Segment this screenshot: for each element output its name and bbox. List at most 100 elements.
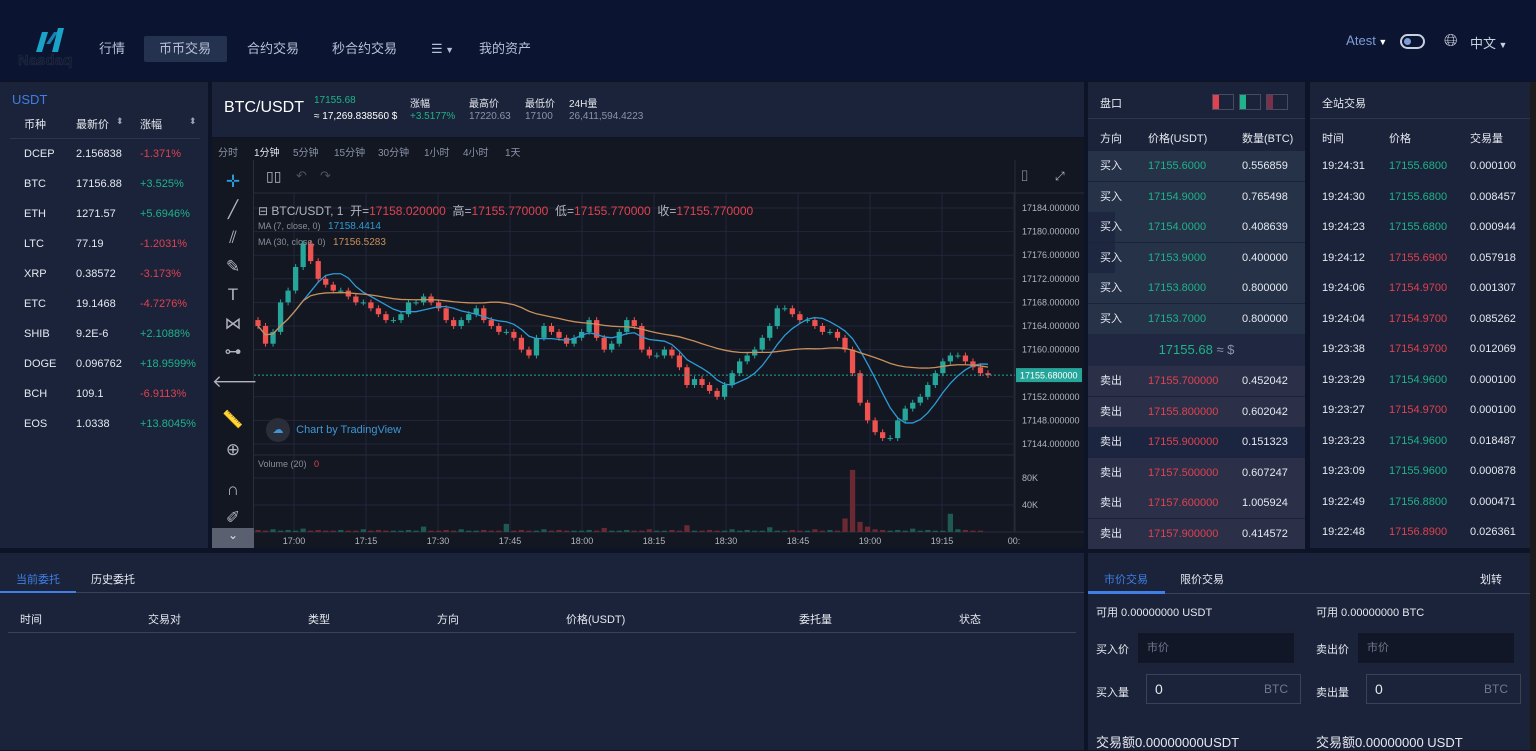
coin-name: LTC <box>24 238 44 250</box>
nav-my-assets[interactable]: 我的资产 <box>479 41 532 56</box>
buy-price-input[interactable]: 市价 <box>1138 633 1294 663</box>
sell-price-input[interactable]: 市价 <box>1358 633 1514 663</box>
bid-row[interactable]: 买入 17155.6000 0.556859 <box>1088 151 1305 181</box>
bid-row[interactable]: 买入 17154.0000 0.408639 <box>1088 212 1305 242</box>
ask-row[interactable]: 卖出 17155.900000 0.151323 <box>1088 427 1305 457</box>
coin-change: -1.371% <box>140 148 181 160</box>
volume-bar <box>849 469 856 532</box>
ask-row[interactable]: 卖出 17155.700000 0.452042 <box>1088 366 1305 396</box>
nav-second-contract[interactable]: 秒合约交易 <box>332 41 398 56</box>
ask-row[interactable]: 卖出 17157.900000 0.414572 <box>1088 518 1305 549</box>
view-asks-icon[interactable] <box>1266 94 1288 110</box>
change-value: +3.5177% <box>410 111 456 122</box>
sort-icon[interactable]: ⬍ <box>116 116 124 126</box>
tab-market-order[interactable]: 市价交易 <box>1104 574 1148 586</box>
price-chart[interactable]: 17184.000000 17180.000000 17176.000000 1717… <box>212 160 1084 548</box>
ask-row[interactable]: 卖出 17157.600000 1.005924 <box>1088 488 1305 518</box>
ask-row[interactable]: 卖出 17157.500000 0.607247 <box>1088 457 1305 488</box>
drawing-toolbar: ✛ ╱ ⫽ ✎ T ⋈ ⊶ 🡐 📏 ⊕ ∩ ✐ ⌄ <box>212 160 258 548</box>
col-last-price[interactable]: 最新价 <box>76 119 109 131</box>
logo[interactable]: Nasdaq <box>18 26 80 72</box>
market-row[interactable]: XRP 0.38572 -3.173% <box>0 259 208 289</box>
zoom-in-icon[interactable]: ⊕ <box>225 440 241 459</box>
theme-toggle[interactable] <box>1400 34 1425 49</box>
redo-icon[interactable]: ↷ <box>320 168 331 183</box>
sort-icon[interactable]: ⬍ <box>189 116 197 126</box>
volume-bar <box>481 529 487 532</box>
volume-bar <box>262 530 269 532</box>
camera-icon[interactable]: ⌷ <box>1020 168 1030 185</box>
brush-icon[interactable]: ✎ <box>225 257 241 276</box>
bid-row[interactable]: 买入 17154.9000 0.765498 <box>1088 181 1305 212</box>
trade-time: 19:22:48 <box>1322 526 1365 538</box>
volume-bar <box>548 530 555 532</box>
tradingview-watermark[interactable]: ☁ Chart by TradingView <box>266 418 401 442</box>
market-row[interactable]: BCH 109.1 -6.9113% <box>0 379 208 409</box>
timeframe-option[interactable]: 15分钟 <box>334 148 366 159</box>
timeframe-option[interactable]: 1天 <box>505 148 521 159</box>
timeframe-option[interactable]: 1分钟 <box>254 148 280 159</box>
candle <box>669 349 675 356</box>
timeframe-option[interactable]: 4小时 <box>463 148 489 159</box>
market-row[interactable]: BTC 17156.88 +3.525% <box>0 169 208 199</box>
nav-spot-trading[interactable]: 币币交易 <box>144 36 227 62</box>
sell-qty-input[interactable]: 0 BTC <box>1366 674 1521 704</box>
market-row[interactable]: DOGE 0.096762 +18.9599% <box>0 349 208 379</box>
fib-icon[interactable]: ⫽ <box>229 228 237 247</box>
ruler-icon[interactable]: 📏 <box>222 410 244 429</box>
quote-currency-tab[interactable]: USDT <box>12 92 48 107</box>
candle-type-icon[interactable]: ▯▯ <box>266 168 282 184</box>
price: 17157.500000 <box>1148 466 1219 479</box>
market-row[interactable]: DCEP 2.156838 -1.371% <box>0 139 208 169</box>
lock-draw-icon[interactable]: ✐ <box>225 508 241 527</box>
usd-price: ≈ 17,269.838560 $ <box>314 111 398 122</box>
market-row[interactable]: SHIB 9.2E-6 +2.1088% <box>0 319 208 349</box>
globe-icon[interactable]: 🌐︎ <box>1444 31 1458 50</box>
candle <box>601 337 607 350</box>
chevron-down-icon[interactable]: ⌄ <box>212 528 254 548</box>
pattern-icon[interactable]: ⋈ <box>224 314 242 333</box>
language-select[interactable]: 中文 ▼ <box>1470 33 1507 52</box>
candle <box>503 331 509 333</box>
market-row[interactable]: EOS 1.0338 +13.8045% <box>0 409 208 439</box>
timeframe-option[interactable]: 5分钟 <box>293 148 319 159</box>
measure-icon[interactable]: ⊶ <box>224 342 242 361</box>
timeframe-option[interactable]: 分时 <box>218 148 238 159</box>
col-change[interactable]: 涨幅 <box>140 119 162 131</box>
bid-row[interactable]: 买入 17153.8000 0.800000 <box>1088 273 1305 303</box>
fullscreen-icon[interactable]: ⤢ <box>1055 169 1065 183</box>
crosshair-icon[interactable]: ✛ <box>225 172 241 191</box>
tab-limit-order[interactable]: 限价交易 <box>1180 574 1224 586</box>
scrollbar[interactable] <box>1530 82 1536 750</box>
trade-time: 19:24:04 <box>1322 312 1365 325</box>
bid-row[interactable]: 买入 17153.7000 0.800000 <box>1088 303 1305 334</box>
back-arrow-icon[interactable]: 🡐 <box>212 372 258 391</box>
nav-market[interactable]: 行情 <box>99 41 126 56</box>
text-icon[interactable]: T <box>227 285 239 304</box>
user-menu[interactable]: 𝖠test ▼ <box>1346 33 1387 49</box>
undo-icon[interactable]: ↶ <box>296 168 307 183</box>
timeframe-option[interactable]: 30分钟 <box>378 148 410 159</box>
market-row[interactable]: ETH 1271.57 +5.6946% <box>0 199 208 229</box>
buy-qty-input[interactable]: 0 BTC <box>1146 674 1301 704</box>
view-both-icon[interactable] <box>1212 94 1234 110</box>
collapse-icon[interactable]: ⊟ <box>258 204 269 218</box>
market-row[interactable]: LTC 77.19 -1.2031% <box>0 229 208 259</box>
nav-contract-trading[interactable]: 合约交易 <box>247 41 300 56</box>
low-value: 17100 <box>525 111 553 122</box>
col-type: 类型 <box>308 614 330 626</box>
tab-history-orders[interactable]: 历史委托 <box>91 574 135 586</box>
market-row[interactable]: ETC 19.1468 -4.7276% <box>0 289 208 319</box>
trend-line-icon[interactable]: ╱ <box>227 200 239 219</box>
user-icon: 𝖠 <box>1346 33 1355 48</box>
orderbook: 盘口 方向 价格(USDT) 数量(BTC) 买入 17155.6000 0.556… <box>1088 82 1305 549</box>
view-bids-icon[interactable] <box>1239 94 1261 110</box>
nav-more-menu[interactable]: ☰ ▼ <box>416 36 469 62</box>
tab-current-orders[interactable]: 当前委托 <box>16 574 60 586</box>
ask-row[interactable]: 卖出 17155.800000 0.602042 <box>1088 396 1305 427</box>
magnet-icon[interactable]: ∩ <box>226 480 240 499</box>
candle <box>285 290 291 303</box>
transfer-button[interactable]: 划转 <box>1480 574 1502 586</box>
timeframe-option[interactable]: 1小时 <box>424 148 450 159</box>
bid-row[interactable]: 买入 17153.9000 0.400000 <box>1088 242 1305 273</box>
